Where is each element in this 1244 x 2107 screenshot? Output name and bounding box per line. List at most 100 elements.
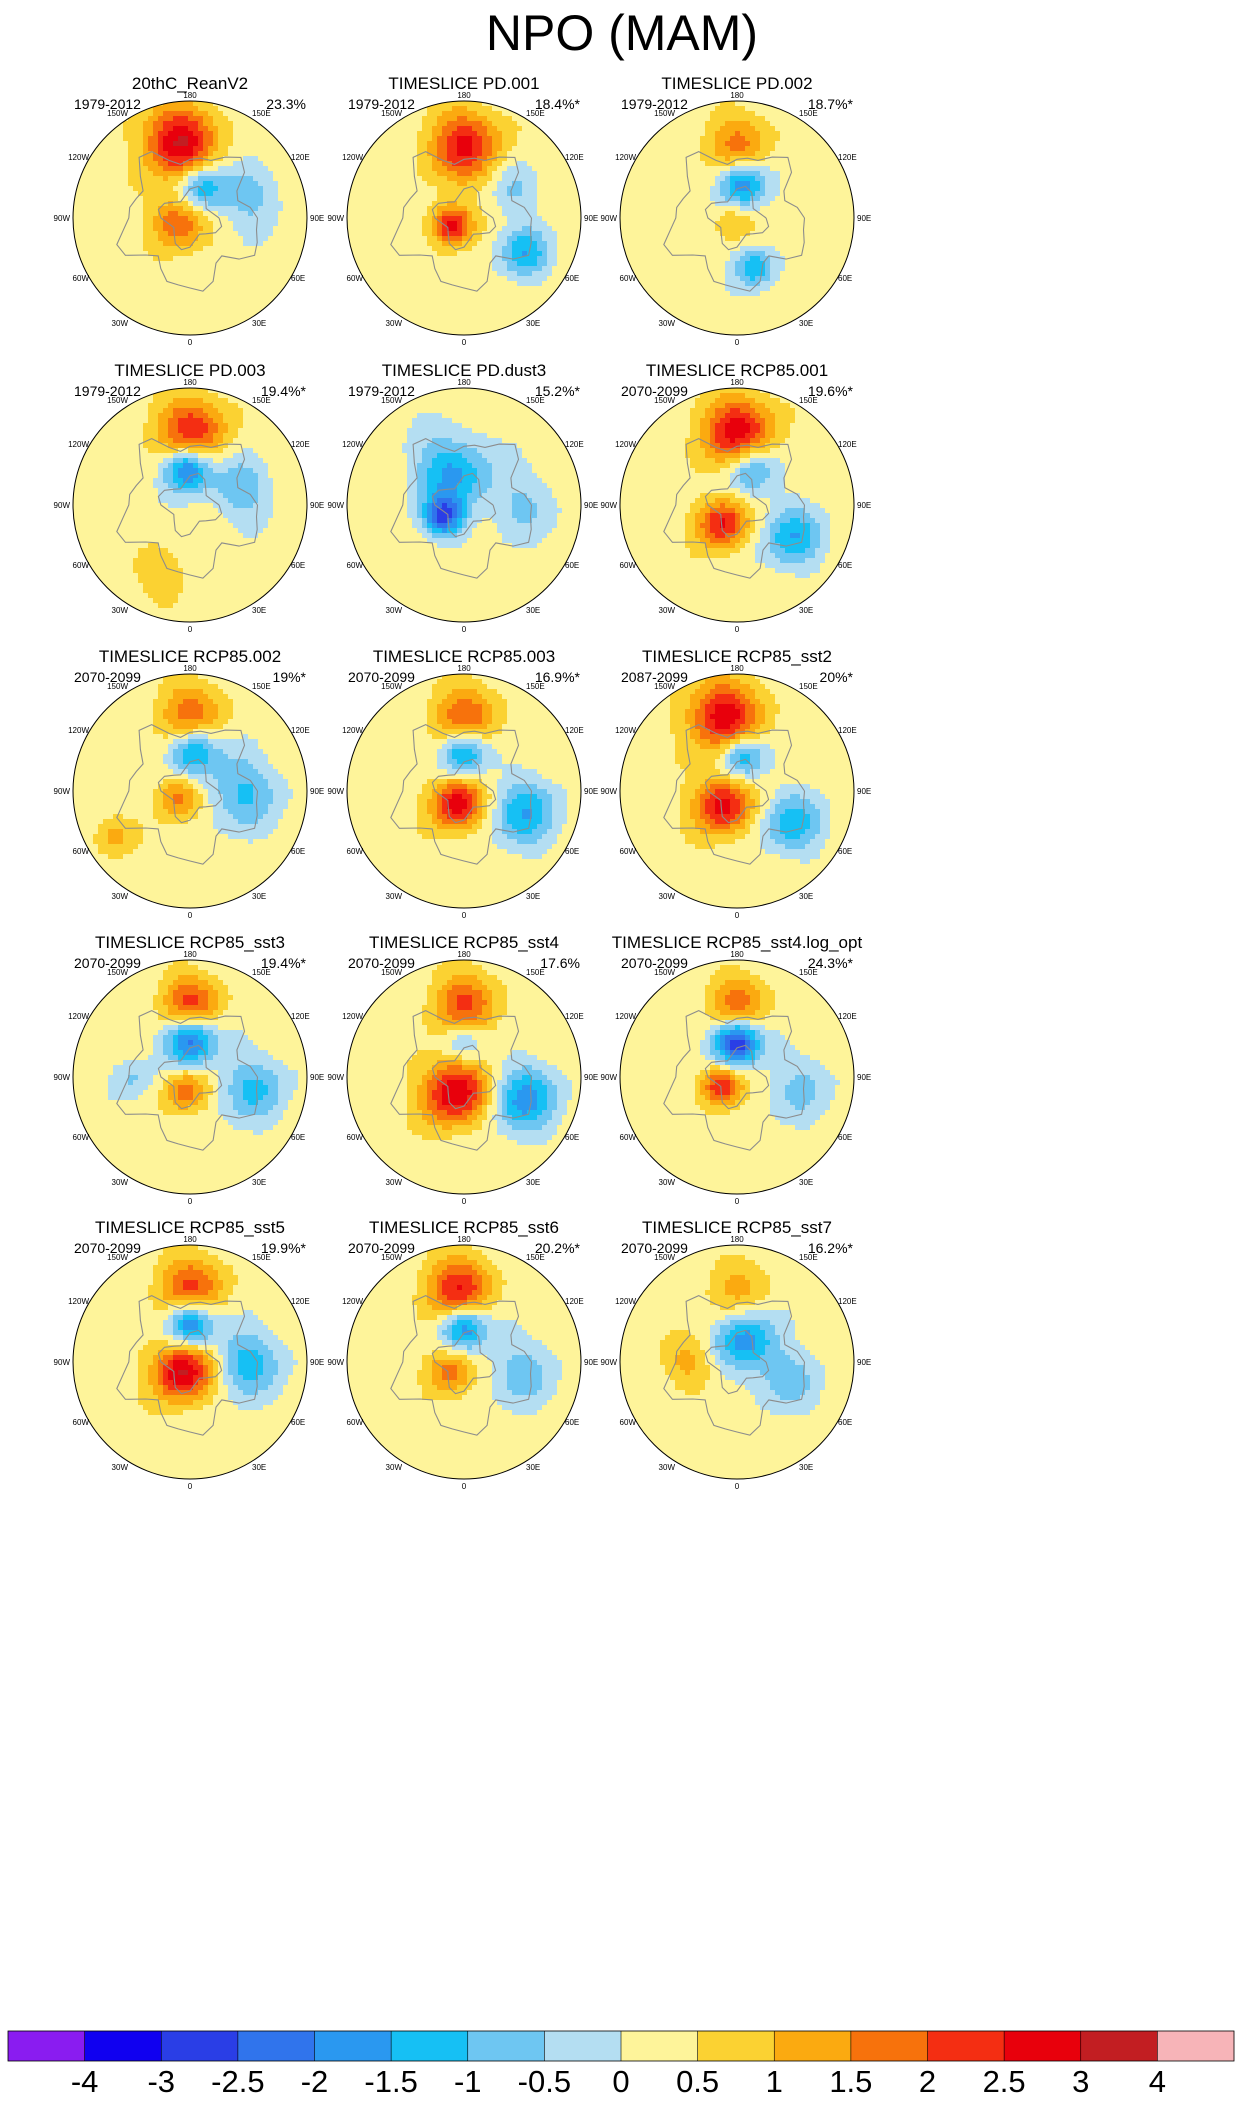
field-cell xyxy=(507,141,513,147)
field-cell xyxy=(168,126,174,132)
field-cell xyxy=(397,211,403,217)
field-cell xyxy=(228,226,234,232)
field-cell xyxy=(133,171,139,177)
field-cell xyxy=(148,176,154,182)
field-cell xyxy=(645,201,651,207)
field-cell xyxy=(163,246,169,252)
field-cell xyxy=(755,196,761,202)
field-cell xyxy=(427,206,433,212)
field-cell xyxy=(785,181,791,187)
field-cell xyxy=(113,261,119,267)
field-cell xyxy=(218,131,224,137)
field-cell xyxy=(138,171,144,177)
field-cell xyxy=(88,231,94,237)
field-cell xyxy=(725,181,731,187)
field-cell xyxy=(178,201,184,207)
field-cell xyxy=(362,216,368,222)
field-cell xyxy=(158,271,164,277)
field-cell xyxy=(128,131,134,137)
field-cell xyxy=(745,131,751,137)
field-cell xyxy=(845,191,851,197)
field-cell xyxy=(158,191,164,197)
field-cell xyxy=(790,151,796,157)
field-cell xyxy=(432,206,438,212)
field-cell xyxy=(173,141,179,147)
field-cell xyxy=(407,156,413,162)
field-cell xyxy=(467,231,473,237)
field-cell xyxy=(293,191,299,197)
field-cell xyxy=(517,216,523,222)
field-cell xyxy=(432,186,438,192)
field-cell xyxy=(258,306,264,312)
field-cell xyxy=(457,116,463,122)
field-cell xyxy=(427,301,433,307)
field-cell xyxy=(715,246,721,252)
field-cell xyxy=(690,251,696,257)
field-cell xyxy=(815,231,821,237)
field-cell xyxy=(193,206,199,212)
field-cell xyxy=(740,231,746,237)
field-cell xyxy=(88,146,94,152)
field-cell xyxy=(377,191,383,197)
field-cell xyxy=(347,201,353,207)
field-cell xyxy=(845,231,851,237)
field-cell xyxy=(755,136,761,142)
field-cell xyxy=(153,261,159,267)
field-cell xyxy=(487,316,493,322)
field-cell xyxy=(118,301,124,307)
field-cell xyxy=(437,246,443,252)
field-cell xyxy=(660,136,666,142)
panel-title: 20thC_ReanV2 xyxy=(132,74,248,93)
field-cell xyxy=(103,211,109,217)
field-cell xyxy=(670,231,676,237)
field-cell xyxy=(268,146,274,152)
field-cell xyxy=(780,141,786,147)
field-cell xyxy=(720,171,726,177)
field-cell xyxy=(512,191,518,197)
field-cell xyxy=(840,251,846,257)
field-cell xyxy=(278,146,284,152)
field-cell xyxy=(387,286,393,292)
field-cell xyxy=(377,246,383,252)
field-cell xyxy=(835,166,841,172)
field-cell xyxy=(208,256,214,262)
field-cell xyxy=(835,221,841,227)
field-cell xyxy=(750,251,756,257)
field-cell xyxy=(223,286,229,292)
field-cell xyxy=(407,171,413,177)
field-cell xyxy=(452,116,458,122)
field-cell xyxy=(238,301,244,307)
field-cell xyxy=(745,206,751,212)
field-cell xyxy=(527,291,533,297)
field-cell xyxy=(108,146,114,152)
field-cell xyxy=(173,131,179,137)
field-cell xyxy=(173,326,179,332)
field-cell xyxy=(457,211,463,217)
field-cell xyxy=(173,311,179,317)
field-cell xyxy=(203,181,209,187)
field-cell xyxy=(760,211,766,217)
field-cell xyxy=(557,281,563,287)
field-cell xyxy=(740,136,746,142)
field-cell xyxy=(512,221,518,227)
field-cell xyxy=(482,246,488,252)
field-cell xyxy=(537,281,543,287)
field-cell xyxy=(293,181,299,187)
field-cell xyxy=(452,176,458,182)
field-cell xyxy=(437,266,443,272)
field-cell xyxy=(715,201,721,207)
field-cell xyxy=(213,186,219,192)
field-cell xyxy=(133,201,139,207)
field-cell xyxy=(113,186,119,192)
field-cell xyxy=(387,196,393,202)
field-cell xyxy=(248,271,254,277)
field-cell xyxy=(457,226,463,232)
field-cell xyxy=(805,186,811,192)
field-cell xyxy=(715,231,721,237)
field-cell xyxy=(487,146,493,152)
field-cell xyxy=(188,296,194,302)
field-cell xyxy=(88,211,94,217)
field-cell xyxy=(83,231,89,237)
field-cell xyxy=(660,151,666,157)
field-cell xyxy=(805,201,811,207)
